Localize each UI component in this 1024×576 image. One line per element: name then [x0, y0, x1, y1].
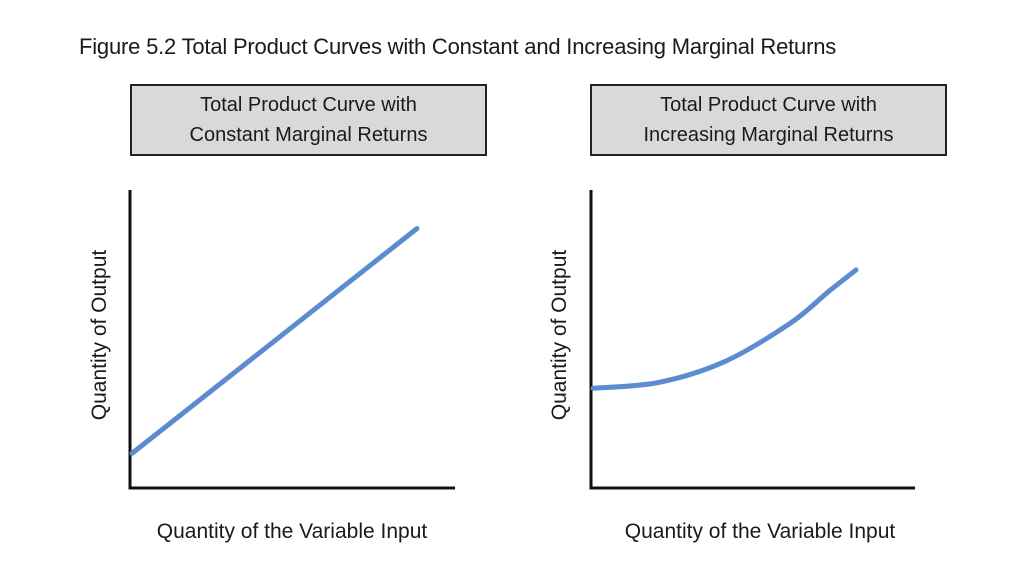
left-y-axis-label: Quantity of Output	[88, 250, 111, 421]
figure-title: Figure 5.2 Total Product Curves with Con…	[79, 34, 837, 59]
right-chart: Quantity of Output Quantity of the Varia…	[548, 190, 915, 543]
left-chart-title-box: Total Product Curve with Constant Margin…	[130, 84, 487, 156]
left-chart: Quantity of Output Quantity of the Varia…	[88, 190, 455, 543]
left-chart-title-line-2: Constant Marginal Returns	[189, 124, 428, 146]
right-y-axis-label: Quantity of Output	[548, 250, 571, 421]
left-series-line	[129, 226, 420, 456]
left-x-axis-label: Quantity of the Variable Input	[157, 520, 428, 543]
right-chart-title-box: Total Product Curve with Increasing Marg…	[590, 84, 947, 156]
right-x-axis-label: Quantity of the Variable Input	[625, 520, 896, 543]
right-series-line	[590, 267, 859, 391]
right-chart-title-line-1: Total Product Curve with	[660, 94, 877, 116]
left-chart-title-line-1: Total Product Curve with	[200, 94, 417, 116]
right-chart-title-line-2: Increasing Marginal Returns	[643, 124, 894, 146]
